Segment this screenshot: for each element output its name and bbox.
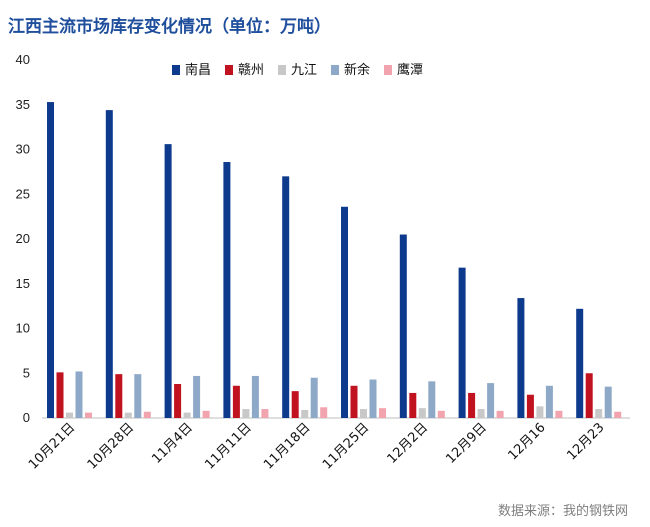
bar-新余-11月25日 [369, 379, 377, 418]
bar-新余-10月21日 [75, 371, 83, 418]
bar-赣州-11月4日 [174, 383, 182, 418]
bar-南昌-11月11日 [223, 162, 231, 418]
x-tick-label: 11月25日 [320, 420, 372, 472]
bar-新余-12月23 [604, 386, 612, 418]
bar-南昌-12月9日 [458, 267, 466, 418]
bar-鹰潭-12月2日 [437, 410, 445, 418]
legend: 南昌 赣州 九江 新余 鹰潭 [172, 62, 423, 78]
y-tick-label: 40 [16, 52, 30, 67]
bar-九江-10月21日 [66, 412, 73, 418]
bar-鹰潭-10月21日 [85, 412, 92, 418]
bar-新余-11月18日 [310, 377, 318, 418]
bar-九江-12月16 [536, 406, 544, 418]
y-tick-label: 35 [16, 97, 30, 112]
bar-鹰潭-12月23 [614, 411, 622, 418]
bar-南昌-10月28日 [105, 110, 113, 419]
y-tick-label: 20 [16, 231, 30, 246]
bar-新余-12月16 [545, 385, 553, 418]
x-tick-label: 12月23 [564, 420, 607, 463]
chart-title: 江西主流市场库存变化情况（单位：万吨） [8, 17, 331, 37]
bar-南昌-11月18日 [282, 176, 290, 418]
bar-赣州-10月28日 [115, 374, 123, 418]
bar-鹰潭-11月4日 [202, 410, 210, 418]
x-axis: 10月21日 10月28日 11月4日 11月11日 11月18日 11月25日 12月2日… [26, 417, 630, 473]
x-tick-label: 11月18日 [261, 420, 313, 472]
y-tick-label: 10 [16, 321, 30, 336]
x-tick-label: 12月2日 [385, 420, 432, 467]
bar-赣州-11月11日 [232, 385, 240, 418]
bar-赣州-12月9日 [468, 392, 476, 418]
bar-九江-12月9日 [477, 409, 485, 418]
legend-label: 鹰潭 [397, 62, 423, 78]
bar-鹰潭-10月28日 [143, 411, 151, 418]
legend-swatch-九江 [278, 65, 286, 75]
y-tick-label: 30 [16, 142, 30, 157]
legend-label: 赣州 [238, 63, 264, 78]
bar-新余-10月28日 [134, 374, 142, 418]
y-tick-label: 0 [23, 410, 30, 425]
y-tick-label: 25 [16, 186, 30, 201]
bar-南昌-12月23 [576, 308, 584, 418]
bar-赣州-11月18日 [291, 391, 299, 418]
bar-南昌-10月21日 [47, 102, 54, 418]
bar-九江-11月18日 [301, 409, 309, 418]
bar-赣州-10月21日 [56, 372, 64, 418]
legend-swatch-鹰潭 [384, 65, 392, 75]
bar-鹰潭-11月18日 [320, 407, 328, 418]
legend-label: 南昌 [185, 62, 211, 78]
bar-鹰潭-12月16 [555, 410, 563, 418]
legend-swatch-新余 [331, 65, 339, 75]
bar-新余-12月9日 [487, 383, 495, 418]
bar-鹰潭-12月9日 [496, 410, 504, 418]
bar-九江-10月28日 [124, 412, 132, 418]
bar-新余-11月11日 [251, 375, 259, 418]
y-tick-label: 5 [23, 365, 30, 380]
legend-label: 九江 [291, 63, 317, 78]
bar-赣州-12月23 [585, 373, 593, 418]
y-tick-label: 15 [16, 276, 30, 291]
legend-swatch-赣州 [225, 65, 233, 75]
legend-swatch-南昌 [172, 65, 180, 75]
x-tick-label: 11月4日 [149, 420, 196, 467]
bar-九江-11月25日 [360, 409, 367, 418]
x-tick-label: 10月28日 [85, 420, 137, 472]
bar-新余-11月4日 [193, 375, 201, 418]
bar-鹰潭-11月11日 [261, 409, 269, 418]
bar-九江-12月2日 [418, 408, 426, 418]
x-tick-label: 12月9日 [443, 420, 490, 467]
bar-九江-12月23 [595, 409, 603, 418]
y-axis: 0 5 10 15 20 25 30 35 40 [16, 52, 30, 425]
bar-鹰潭-11月25日 [379, 408, 386, 418]
data-source: 数据来源：我的钢铁网 [497, 504, 628, 519]
bar-南昌-11月4日 [164, 144, 172, 418]
bar-南昌-12月2日 [399, 234, 407, 418]
bar-九江-11月11日 [242, 409, 250, 418]
bar-赣州-12月16 [526, 394, 534, 418]
bar-九江-11月4日 [183, 412, 191, 418]
legend-label: 新余 [344, 62, 370, 78]
x-tick-label: 11月11日 [202, 420, 254, 472]
x-tick-label: 10月21日 [26, 420, 78, 472]
bar-南昌-11月25日 [341, 206, 348, 418]
bar-赣州-11月25日 [350, 385, 358, 418]
bar-赣州-12月2日 [409, 392, 417, 418]
bar-新余-12月2日 [428, 381, 436, 418]
x-tick-label: 12月16 [506, 420, 549, 463]
bar-南昌-12月16 [517, 298, 525, 418]
bars [47, 102, 622, 419]
